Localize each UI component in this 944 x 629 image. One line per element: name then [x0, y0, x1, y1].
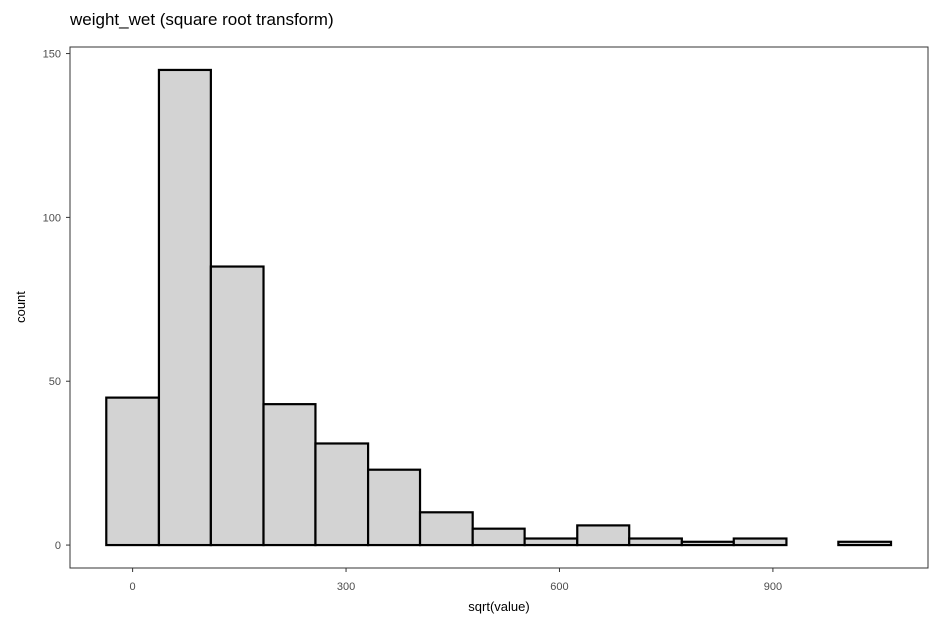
histogram-bar — [732, 537, 788, 547]
histogram-bar — [680, 540, 735, 547]
panel-border — [69, 46, 929, 569]
histogram-bar — [628, 537, 683, 547]
histogram-bar — [157, 68, 212, 547]
y-tick-label: 0 — [55, 540, 61, 552]
chart-title: weight_wet (square root transform) — [70, 10, 334, 29]
histogram-bar — [366, 468, 422, 547]
histogram-bar — [314, 442, 370, 547]
histogram-bar — [576, 524, 631, 547]
y-axis-title: count — [13, 291, 28, 323]
histogram-bar — [837, 540, 893, 547]
x-axis: 0 300 600 900 — [130, 568, 782, 593]
histogram-bar — [105, 396, 161, 547]
histogram-bar — [471, 527, 526, 547]
bars-layer — [105, 68, 893, 547]
histogram-bar — [418, 511, 474, 547]
histogram-bar — [262, 403, 317, 547]
y-tick-label: 150 — [43, 49, 61, 61]
y-tick-label: 100 — [43, 212, 61, 224]
histogram-bar — [209, 265, 265, 547]
x-axis-title: sqrt(value) — [468, 599, 529, 614]
histogram-bar — [523, 537, 579, 547]
x-tick-label: 0 — [130, 581, 136, 593]
x-tick-label: 300 — [337, 581, 355, 593]
x-tick-label: 600 — [550, 581, 568, 593]
y-tick-label: 50 — [49, 376, 61, 388]
x-tick-label: 900 — [764, 581, 782, 593]
y-axis: 0 50 100 150 — [43, 49, 70, 552]
